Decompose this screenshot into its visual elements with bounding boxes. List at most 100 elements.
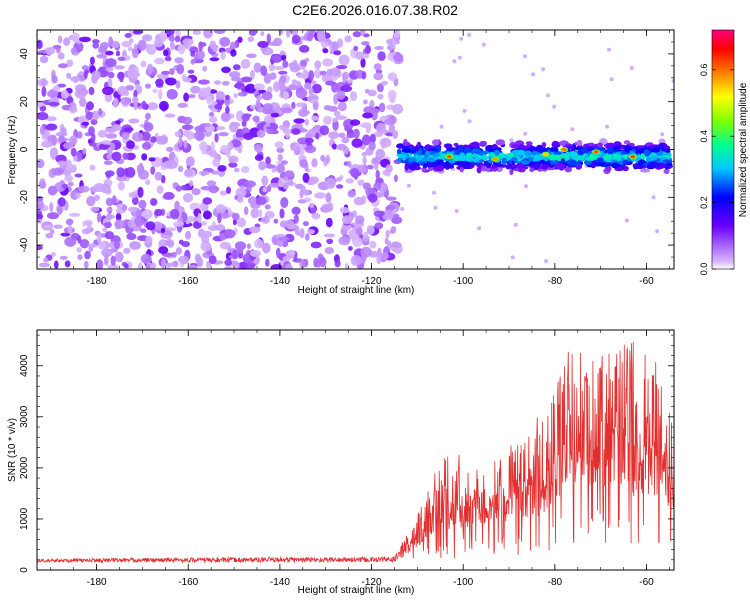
heatmap-cell [66, 72, 72, 79]
heatmap-cell [47, 90, 59, 98]
heatmap-cell [386, 196, 397, 201]
heatmap-cell [308, 70, 315, 81]
heatmap-cell [96, 53, 107, 59]
heatmap-cell [342, 71, 350, 80]
heatmap-cell [128, 118, 140, 124]
heatmap-cell [121, 132, 130, 140]
heatmap-cell [408, 157, 417, 164]
heatmap-cell [83, 70, 88, 79]
heatmap-cell [145, 179, 151, 186]
heatmap-cell [374, 162, 379, 171]
heatmap-cell [115, 212, 122, 222]
heatmap-cell [190, 50, 196, 57]
colorbar-tick-label: 0.0 [699, 263, 709, 276]
heatmap-peak [630, 155, 636, 159]
heatmap-cell [283, 219, 295, 227]
heatmap-cell [378, 102, 386, 113]
heatmap-cell [169, 68, 175, 75]
heatmap-cell [133, 30, 143, 35]
heatmap-cell [174, 35, 181, 43]
heatmap-cell [605, 124, 610, 129]
heatmap-cell [237, 146, 243, 154]
heatmap-cell [295, 102, 306, 108]
heatmap-cell [81, 65, 89, 71]
heatmap-cell [380, 80, 388, 86]
heatmap-cell [564, 143, 573, 147]
heatmap-cell [406, 183, 411, 188]
heatmap-cell [141, 209, 153, 220]
heatmap-cell [480, 141, 487, 146]
heatmap-cell [64, 174, 73, 182]
heatmap-cell [137, 186, 144, 198]
heatmap-cell [160, 234, 173, 239]
heatmap-cell [361, 71, 367, 80]
heatmap-cell [51, 251, 56, 257]
heatmap-cell [52, 167, 64, 176]
heatmap-cell [48, 101, 60, 107]
heatmap-cell [402, 148, 413, 153]
heatmap-cell [65, 218, 74, 226]
heatmap-cell [282, 60, 289, 68]
heatmap-cell [187, 94, 196, 99]
heatmap-cell [119, 75, 124, 83]
heatmap-cell [282, 91, 290, 100]
heatmap-cell [515, 149, 526, 156]
heatmap-cell [454, 209, 459, 213]
heatmap-cell [160, 227, 166, 233]
heatmap-cell [333, 110, 341, 117]
heatmap-cell [473, 153, 478, 158]
heatmap-cell [77, 254, 83, 260]
heatmap-cell [564, 166, 572, 173]
heatmap-cell [328, 106, 338, 112]
heatmap-cell [181, 124, 194, 130]
heatmap-cell [73, 154, 78, 162]
heatmap-cell [52, 44, 62, 50]
heatmap-cell [383, 209, 392, 219]
heatmap-cell [105, 187, 112, 195]
heatmap-cell [552, 140, 559, 146]
heatmap-cell [373, 63, 382, 71]
heatmap-cell [376, 83, 384, 93]
heatmap-cell [435, 164, 444, 172]
heatmap-cell [183, 139, 188, 149]
heatmap-cell [122, 204, 128, 211]
heatmap-cell [279, 75, 287, 83]
heatmap-cell [123, 127, 134, 132]
heatmap-cell [140, 60, 147, 68]
heatmap-cell [104, 170, 115, 177]
heatmap-cell [177, 102, 188, 108]
heatmap-cell [326, 68, 333, 76]
heatmap-cell [127, 46, 133, 52]
heatmap-cell [471, 141, 480, 148]
heatmap-cell [459, 160, 465, 165]
heatmap-cell [609, 77, 614, 82]
heatmap-cell [262, 242, 271, 254]
heatmap-cell [524, 150, 532, 157]
heatmap-cell [101, 248, 113, 257]
heatmap-cell [247, 196, 258, 205]
heatmap-cell [47, 185, 58, 196]
heatmap-cell [315, 132, 320, 140]
heatmap-cell [255, 196, 267, 205]
heatmap-cell [624, 218, 629, 223]
heatmap-cell [467, 33, 472, 37]
heatmap-cell [338, 132, 346, 138]
heatmap-cell [197, 212, 202, 224]
heatmap-cell [663, 168, 670, 174]
heatmap-cell [362, 156, 367, 165]
heatmap-cell [70, 147, 77, 157]
heatmap-cell [355, 215, 365, 225]
heatmap-cell [237, 36, 243, 43]
heatmap-cell [92, 39, 100, 44]
spectrogram-panel: -180 -160 -140 -120 -100 -80 -60 -40 -20 0 20 40 H… [7, 29, 675, 296]
heatmap-cell [279, 208, 285, 219]
heatmap-cell [79, 239, 90, 249]
heatmap-cell [643, 149, 651, 156]
heatmap-cell [84, 250, 91, 260]
heatmap-cell [174, 131, 182, 138]
colorbar-label: Normalized spectral amplitude [738, 82, 749, 217]
heatmap-cell [467, 119, 472, 124]
heatmap-cell [199, 87, 210, 98]
heatmap-cell [248, 226, 261, 234]
heatmap-cell [263, 114, 272, 125]
